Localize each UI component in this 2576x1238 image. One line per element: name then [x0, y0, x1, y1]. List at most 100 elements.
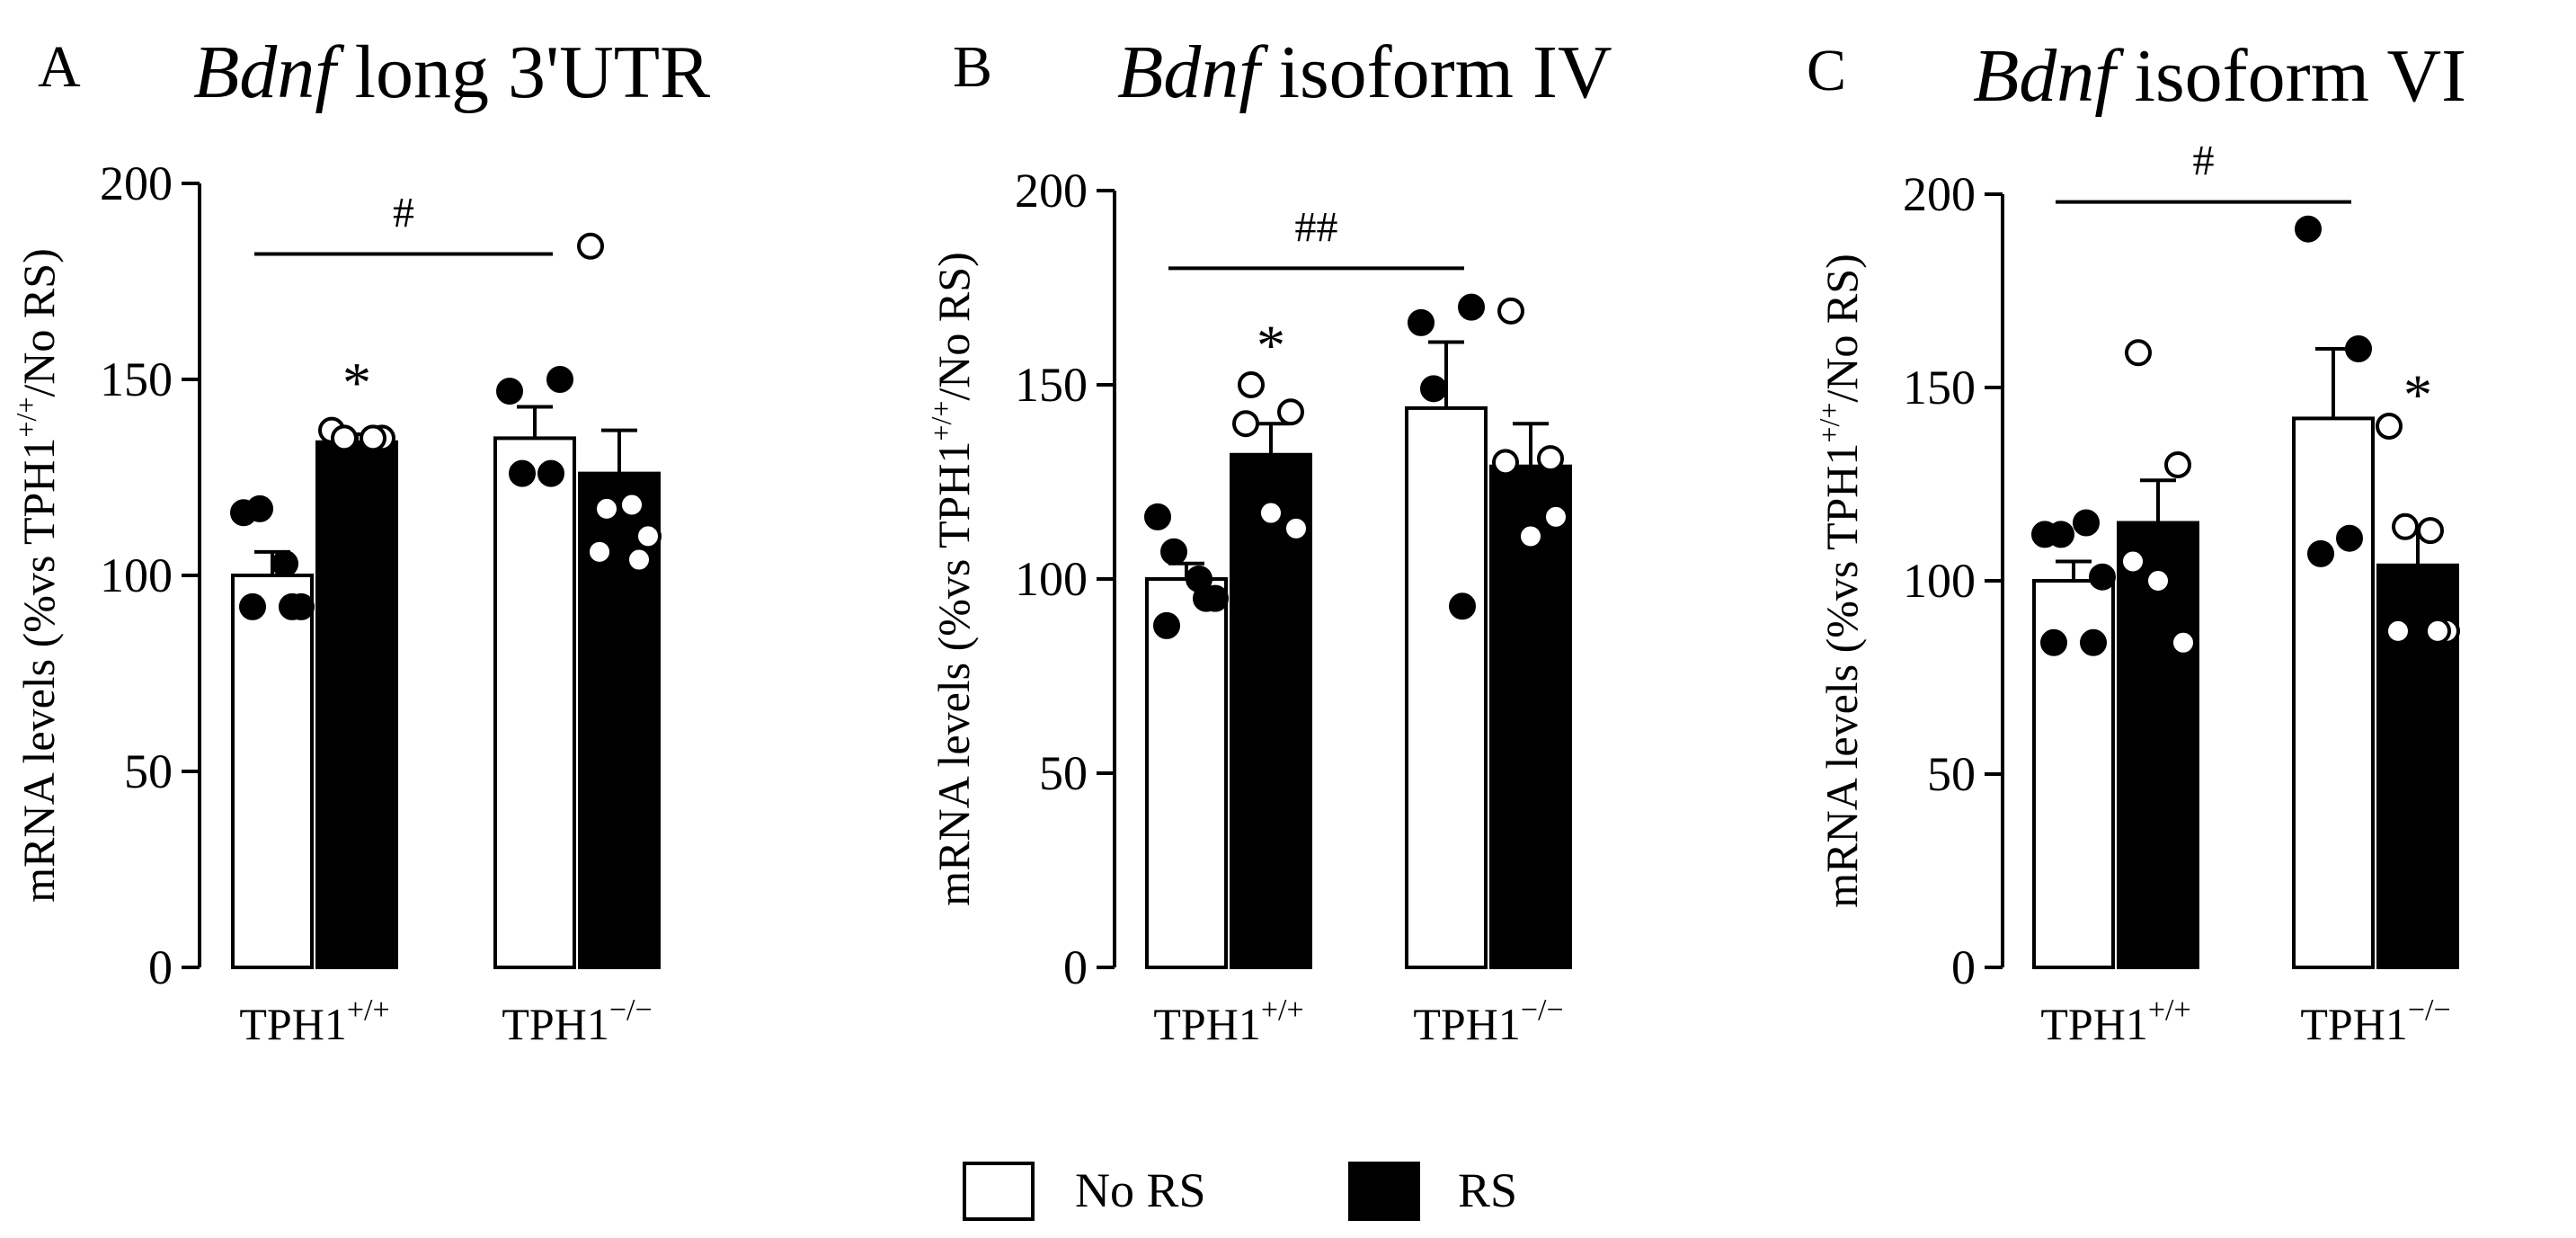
- data-point: [2164, 451, 2191, 478]
- data-point: [1232, 410, 1259, 438]
- data-point: [1497, 297, 1524, 325]
- data-point: [2170, 628, 2197, 656]
- data-point: [1277, 398, 1304, 426]
- y-tick-label: 0: [148, 940, 173, 994]
- ylabel-sup: +/+: [925, 401, 957, 441]
- title-gene: Bdnf: [1973, 34, 2125, 118]
- legend-swatch-no-rs: [963, 1162, 1035, 1221]
- panel-C: C Bdnf isoform VI 0 50 100 150 200 mRNA levels …: [1807, 34, 2466, 1049]
- y-axis-label: mRNA levels (%vs TPH1+/+/No RS): [1813, 254, 1867, 907]
- ylabel-prefix: mRNA levels (%vs TPH1: [928, 441, 979, 906]
- bracket-label: #: [2193, 138, 2215, 185]
- data-point: [2295, 215, 2322, 243]
- data-point: [509, 459, 536, 487]
- x-category-label: TPH1+/+: [2040, 993, 2190, 1049]
- legend-swatch-rs: [1348, 1162, 1420, 1221]
- ylabel-prefix: mRNA levels (%vs TPH1: [13, 438, 64, 903]
- data-point: [1153, 611, 1180, 639]
- y-tick-label: 50: [1039, 746, 1088, 800]
- data-point: [1449, 592, 1476, 620]
- data-point: [496, 378, 523, 405]
- data-point: [2080, 628, 2107, 656]
- data-point: [239, 592, 266, 620]
- data-point: [1283, 514, 1310, 542]
- y-tick-label: 200: [1015, 164, 1088, 218]
- data-point: [2385, 617, 2412, 645]
- bar-no-rs: [1405, 405, 1488, 970]
- data-point: [2417, 517, 2444, 545]
- y-tick-label: 100: [100, 548, 173, 602]
- data-point: [1492, 449, 1519, 476]
- ylabel-suffix: /No RS): [13, 248, 64, 396]
- data-point: [1542, 503, 1569, 530]
- data-point: [537, 459, 564, 487]
- legend-label-rs: RS: [1458, 1163, 1517, 1217]
- bracket-label: #: [393, 189, 414, 236]
- data-point: [626, 546, 653, 574]
- category-sup: +/+: [2148, 993, 2191, 1027]
- ylabel-suffix: /No RS): [1817, 254, 1867, 402]
- data-point: [1408, 308, 1435, 336]
- data-point: [2424, 617, 2451, 645]
- data-point: [586, 538, 613, 566]
- data-point: [1238, 371, 1265, 398]
- ylabel-suffix: /No RS): [928, 252, 979, 400]
- data-point: [2119, 548, 2146, 575]
- y-tick-label: 150: [100, 352, 173, 406]
- ylabel-sup: +/+: [10, 397, 42, 438]
- category-sup: +/+: [1261, 993, 1304, 1027]
- legend-label-no-rs: No RS: [1075, 1163, 1206, 1217]
- ylabel-sup: +/+: [1813, 403, 1845, 443]
- title-rest: isoform IV: [1260, 31, 1612, 114]
- legend: No RS RS: [963, 1162, 1517, 1221]
- y-tick-label: 150: [1015, 358, 1088, 412]
- y-tick-label: 100: [1015, 552, 1088, 606]
- bar-no-rs: [231, 574, 314, 969]
- data-point: [635, 522, 662, 550]
- data-point: [2047, 521, 2074, 548]
- data-point: [577, 232, 604, 260]
- title-rest: long 3'UTR: [336, 31, 710, 114]
- y-tick-label: 0: [1951, 940, 1976, 994]
- bar-rs: [2117, 521, 2199, 969]
- data-point: [1160, 538, 1187, 566]
- y-tick-label: 0: [1063, 940, 1088, 994]
- data-point: [1517, 522, 1544, 550]
- panel-letter: C: [1807, 38, 1846, 103]
- data-point: [2345, 335, 2372, 362]
- x-category-label: TPH1−/−: [1413, 993, 1563, 1049]
- title-rest: isoform VI: [2116, 34, 2466, 118]
- panel-letter: A: [38, 34, 81, 100]
- data-point: [1420, 375, 1447, 403]
- y-tick-label: 50: [1927, 747, 1976, 801]
- bar-no-rs: [493, 436, 576, 969]
- category-base: TPH1: [1413, 999, 1520, 1049]
- y-tick-label: 200: [100, 156, 173, 210]
- y-axis-label: mRNA levels (%vs TPH1+/+/No RS): [925, 252, 979, 905]
- panel-B: B Bdnf isoform IV 0 50 100 150 200 mRNA levels …: [925, 31, 1612, 1049]
- title-gene: Bdnf: [193, 31, 345, 114]
- panel-letter: B: [953, 34, 992, 100]
- category-base: TPH1: [239, 999, 346, 1049]
- panel-title: Bdnf long 3'UTR: [193, 31, 710, 114]
- y-axis-label: mRNA levels (%vs TPH1+/+/No RS): [10, 248, 64, 902]
- data-point: [2125, 339, 2152, 367]
- data-point: [1144, 503, 1171, 530]
- category-sup: +/+: [347, 993, 390, 1027]
- data-point: [2089, 563, 2116, 591]
- data-point: [2392, 512, 2419, 540]
- data-point: [593, 494, 620, 522]
- data-point: [271, 549, 298, 577]
- data-point: [2376, 413, 2403, 440]
- significance-asterisk: *: [342, 351, 371, 414]
- data-point: [546, 366, 573, 393]
- significance-asterisk: *: [1257, 314, 1285, 378]
- y-tick-label: 100: [1903, 554, 1976, 608]
- data-point: [1193, 584, 1220, 612]
- bar-rs: [315, 440, 398, 969]
- data-point: [2040, 628, 2067, 656]
- category-base: TPH1: [2300, 999, 2407, 1049]
- x-category-label: TPH1−/−: [2300, 993, 2450, 1049]
- data-point: [2336, 524, 2363, 552]
